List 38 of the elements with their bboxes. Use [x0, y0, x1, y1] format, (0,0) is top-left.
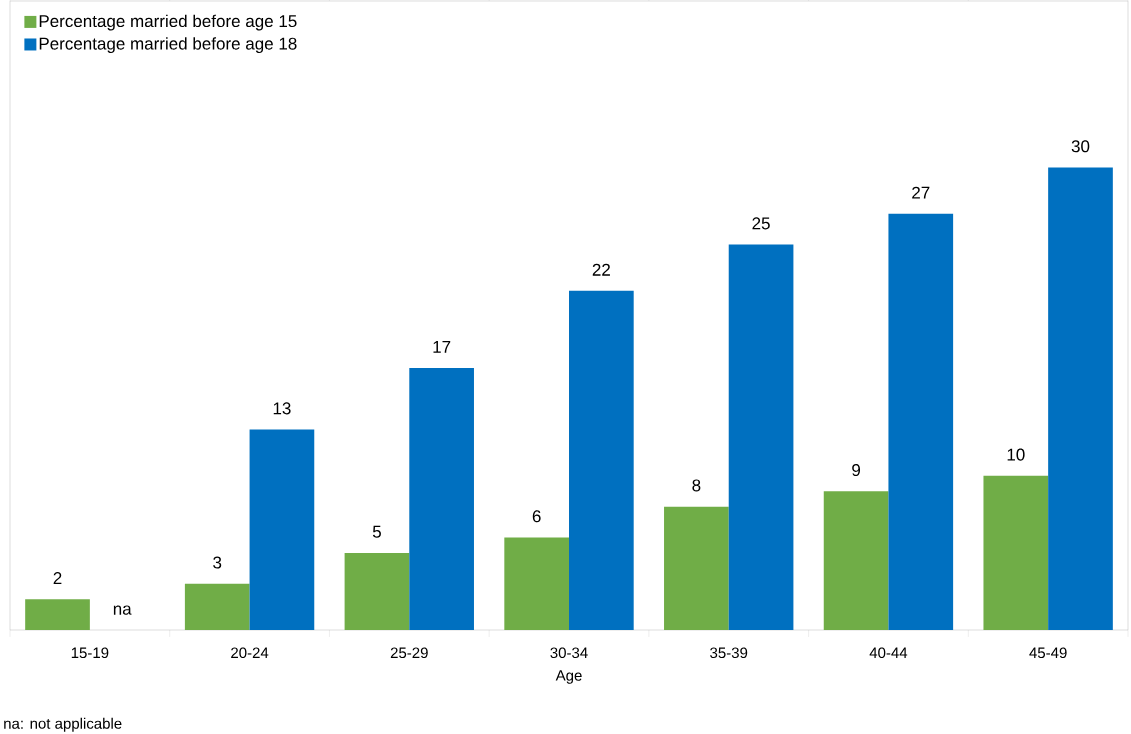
- bar: [983, 475, 1049, 630]
- bar: [569, 290, 634, 630]
- x-tick-label: 20-24: [231, 647, 269, 659]
- data-label: 27: [912, 186, 930, 199]
- bar: [504, 537, 570, 630]
- text: na: [113, 605, 132, 615]
- legend-label: Percentage married before age 15: [39, 14, 297, 31]
- x-tick-label: 15-19: [71, 647, 109, 659]
- bar: [25, 599, 90, 630]
- bar: [664, 506, 729, 630]
- data-label: 5: [372, 525, 381, 538]
- data-label: 9: [852, 464, 861, 477]
- bar: [823, 491, 889, 630]
- bar: [184, 583, 250, 630]
- x-tick-label: 35-39: [710, 647, 748, 659]
- x-tick-label: 45-49: [1029, 647, 1067, 659]
- data-label: 17: [433, 341, 451, 353]
- bar: [1048, 167, 1113, 630]
- data-label: 6: [532, 510, 541, 523]
- data-label: 25: [752, 217, 770, 230]
- x-axis-title: Age: [555, 670, 582, 684]
- bar: [249, 429, 315, 630]
- text: na: not applicable: [4, 717, 122, 732]
- bar: [888, 213, 954, 630]
- x-tick-label: 25-29: [390, 647, 428, 659]
- data-label: 2: [53, 572, 62, 584]
- data-label: 22: [592, 263, 610, 276]
- legend-label: Percentage married before age 18: [39, 37, 297, 54]
- x-tick-label: 30-34: [550, 647, 588, 659]
- data-label: 13: [273, 402, 291, 415]
- bar: [409, 367, 474, 630]
- bar: [728, 244, 794, 630]
- data-label: 3: [213, 556, 222, 569]
- data-label: 8: [692, 479, 701, 492]
- x-tick-label: 40-44: [869, 647, 908, 659]
- bar: [344, 552, 410, 630]
- data-label: 10: [1007, 448, 1025, 461]
- data-label: 30: [1071, 140, 1090, 153]
